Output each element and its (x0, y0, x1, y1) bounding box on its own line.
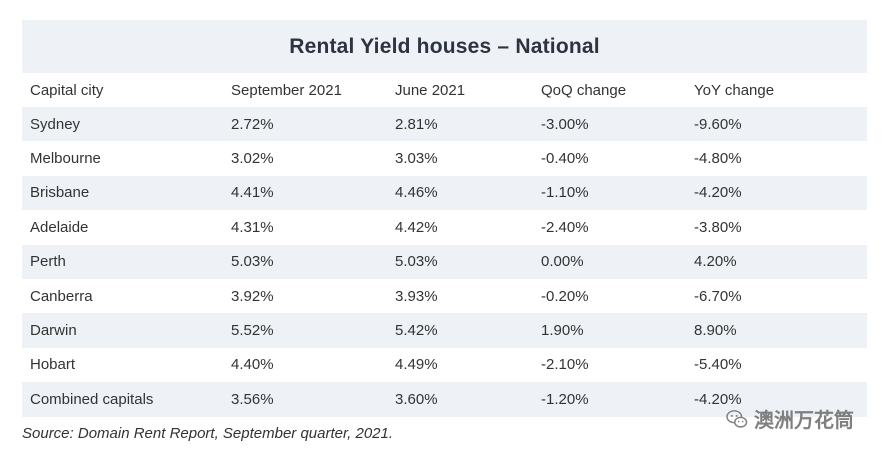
table-cell: -1.10% (541, 184, 589, 202)
table-cell: 4.42% (395, 218, 438, 236)
table-cell: Canberra (30, 287, 93, 305)
source-note: Source: Domain Rent Report, September qu… (22, 425, 394, 442)
table-cell: Brisbane (30, 184, 90, 202)
table-cell: -5.40% (694, 356, 742, 374)
table-cell: 5.52% (231, 322, 274, 340)
table-cell: 5.03% (231, 253, 274, 271)
table-cell: 3.56% (231, 390, 274, 408)
table-cell: -2.10% (541, 356, 589, 374)
table-cell: -4.20% (694, 184, 742, 202)
column-header-yoy-change: YoY change (694, 81, 775, 99)
table-cell: 3.92% (231, 287, 274, 305)
table-header-row: Capital city September 2021 June 2021 Qo… (22, 73, 867, 107)
table-cell: 4.49% (395, 356, 438, 374)
table-row: Hobart 4.40% 4.49% -2.10% -5.40% (22, 348, 867, 382)
table-row: Brisbane 4.41% 4.46% -1.10% -4.20% (22, 175, 867, 211)
table-row: Melbourne 3.02% 3.03% -0.40% -4.80% (22, 141, 867, 175)
table-cell: Sydney (30, 115, 81, 133)
column-header-qoq-change: QoQ change (541, 81, 627, 99)
rental-yield-table: Rental Yield houses – National Capital c… (22, 20, 867, 417)
table-cell: 4.31% (231, 218, 274, 236)
table-cell: -2.40% (541, 218, 589, 236)
column-header-september-2021: September 2021 (231, 81, 342, 99)
table-cell: -0.40% (541, 150, 589, 168)
table-cell: 5.03% (395, 253, 438, 271)
table-cell: 3.60% (395, 390, 438, 408)
table-cell: Perth (30, 253, 66, 271)
table-row: Perth 5.03% 5.03% 0.00% 4.20% (22, 244, 867, 279)
table-cell: 3.93% (395, 287, 438, 305)
table-cell: 0.00% (541, 253, 584, 271)
table-row: Sydney 2.72% 2.81% -3.00% -9.60% (22, 107, 867, 142)
table-cell: 8.90% (694, 322, 737, 340)
table-row: Combined capitals 3.56% 3.60% -1.20% -4.… (22, 382, 867, 417)
table-cell: -1.20% (541, 390, 589, 408)
table-row: Adelaide 4.31% 4.42% -2.40% -3.80% (22, 210, 867, 244)
table-cell: -4.20% (694, 390, 742, 408)
table-cell: 4.20% (694, 253, 737, 271)
watermark-text: 澳洲万花筒 (754, 408, 854, 432)
table-cell: 4.40% (231, 356, 274, 374)
table-row: Canberra 3.92% 3.93% -0.20% -6.70% (22, 279, 867, 313)
table-row: Darwin 5.52% 5.42% 1.90% 8.90% (22, 313, 867, 348)
table-cell: Darwin (30, 322, 77, 340)
table-title: Rental Yield houses – National (22, 20, 867, 73)
column-header-june-2021: June 2021 (395, 81, 466, 99)
wechat-icon (726, 409, 748, 428)
table-cell: -0.20% (541, 287, 589, 305)
table-cell: -9.60% (694, 115, 742, 133)
table-cell: Adelaide (30, 218, 89, 236)
table-cell: Combined capitals (30, 390, 154, 408)
table-cell: 4.41% (231, 184, 274, 202)
table-cell: 3.03% (395, 150, 438, 168)
table-cell: Melbourne (30, 150, 101, 168)
table-cell: 1.90% (541, 322, 584, 340)
table-cell: 4.46% (395, 184, 438, 202)
watermark: 澳洲万花筒 (726, 404, 854, 433)
table-cell: 3.02% (231, 150, 274, 168)
table-cell: -6.70% (694, 287, 742, 305)
table-cell: -3.80% (694, 218, 742, 236)
table-cell: Hobart (30, 356, 76, 374)
table-cell: 2.72% (231, 115, 274, 133)
column-header-capital-city: Capital city (30, 81, 104, 99)
table-cell: -3.00% (541, 115, 589, 133)
table-cell: -4.80% (694, 150, 742, 168)
table-cell: 5.42% (395, 322, 438, 340)
table-cell: 2.81% (395, 115, 438, 133)
